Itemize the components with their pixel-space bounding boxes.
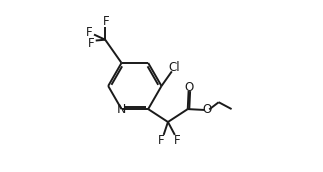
Text: O: O	[185, 81, 194, 94]
Text: F: F	[103, 15, 109, 29]
Text: F: F	[86, 26, 92, 39]
Text: F: F	[174, 134, 181, 147]
Text: Cl: Cl	[168, 61, 180, 74]
Text: O: O	[203, 103, 212, 116]
Text: N: N	[117, 103, 126, 116]
Text: F: F	[158, 134, 164, 147]
Text: F: F	[88, 37, 94, 50]
